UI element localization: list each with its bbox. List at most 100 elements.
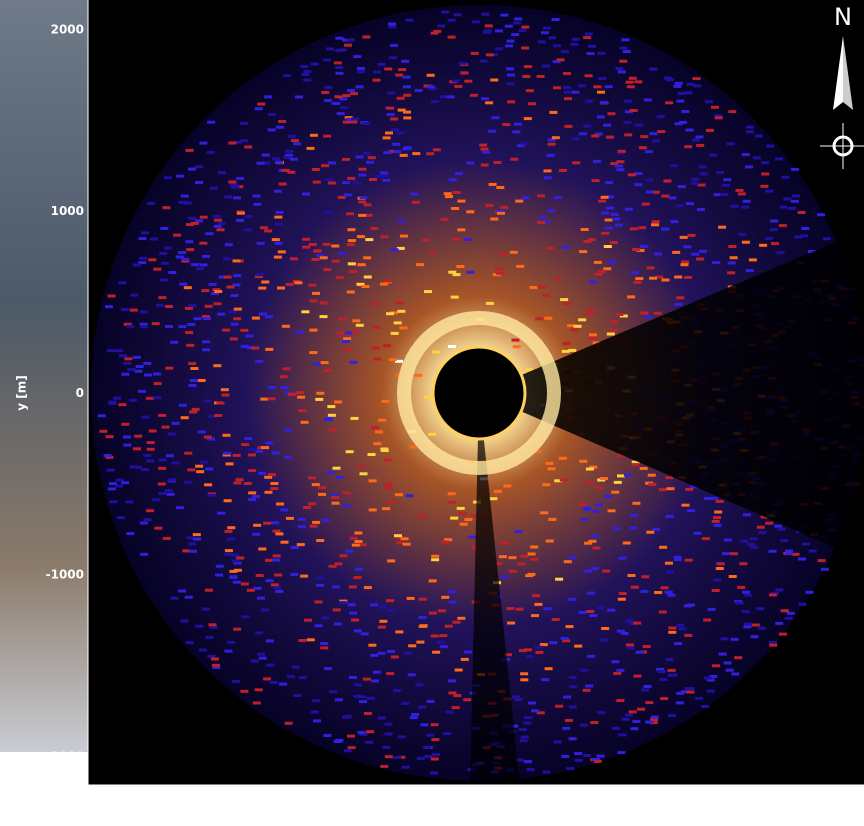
radar-speckle [208,623,217,627]
radar-speckle [178,325,187,329]
radar-speckle [421,238,430,242]
radar-speckle [746,130,754,134]
radar-speckle [647,473,656,477]
radar-speckle [202,340,211,344]
radar-speckle [610,212,619,216]
radar-speckle [333,740,342,743]
radar-speckle [699,249,707,253]
radar-speckle [297,395,306,399]
radar-speckle [765,189,774,193]
radar-shadow [470,393,520,785]
compass-arrow [833,36,843,110]
radar-speckle [188,167,196,171]
radar-speckle [153,267,162,271]
radar-speckle [518,29,527,33]
radar-speckle [224,243,233,247]
radar-speckle [180,619,189,623]
radar-speckle [166,492,175,496]
radar-speckle [229,183,238,187]
radar-speckle [327,471,336,475]
radar-speckle [634,80,643,84]
radar-speckle [355,155,364,159]
radar-speckle [397,219,406,223]
radar-speckle [563,560,572,564]
radar-speckle [232,259,241,263]
radar-speckle [487,129,496,133]
radar-speckle [267,128,276,132]
radar-speckle [496,186,505,189]
radar-speckle [229,337,238,341]
radar-speckle [742,199,751,203]
radar-speckle [603,494,612,498]
radar-speckle [756,525,765,529]
radar-speckle [274,241,283,245]
radar-speckle [728,245,737,248]
radar-speckle [646,530,655,534]
radar-speckle [715,567,724,570]
radar-speckle [261,446,269,450]
radar-speckle [323,134,332,138]
radar-speckle [699,172,708,176]
radar-speckle [418,597,427,601]
radar-speckle [656,115,665,119]
radar-speckle [206,150,215,154]
radar-speckle [185,331,194,335]
radar-speckle [401,59,410,63]
radar-speckle [345,450,354,454]
inner-ring [397,311,561,475]
radar-speckle [314,600,323,604]
x-tick-label: 0 [475,791,483,805]
radar-speckle [255,574,264,577]
radar-speckle [287,134,296,138]
radar-speckle [601,231,610,235]
radar-speckle [264,95,273,99]
radar-speckle [530,557,538,561]
radar-speckle [197,430,206,434]
radar-speckle [203,399,212,403]
radar-speckle [377,716,386,720]
radar-speckle [594,132,603,136]
radar-speckle [386,113,395,117]
radar-speckle [738,233,747,236]
radar-speckle [324,211,332,215]
radar-speckle [507,73,515,77]
radar-speckle [266,663,275,667]
radar-speckle [509,250,518,254]
radar-speckle [432,650,441,654]
radar-speckle [220,388,229,392]
radar-speckle [105,435,114,439]
radar-speckle [187,216,196,220]
radar-speckle [295,95,303,99]
radar-speckle [604,226,613,230]
radar-speckle [740,539,749,543]
radar-speckle [499,252,508,256]
radar-speckle [617,70,626,74]
radar-speckle [447,35,456,39]
radar-speckle [730,204,739,208]
radar-speckle [363,586,372,590]
radar-speckle [377,625,386,629]
radar-speckle [544,667,553,671]
radar-speckle [199,141,208,145]
radar-speckle [284,428,292,432]
radar-speckle [564,97,572,101]
radar-speckle [471,514,480,518]
radar-speckle [246,588,255,592]
radar-speckle [604,218,613,222]
radar-speckle [673,558,682,561]
radar-speckle [302,237,311,241]
radar-speckle [396,246,405,250]
radar-speckle [596,754,605,758]
radar-speckle [224,529,233,533]
radar-speckle [161,261,169,265]
radar-speckle [128,398,137,402]
radar-speckle [328,564,337,568]
radar-speckle [597,90,605,94]
radar-speckle [494,29,503,33]
radar-speckle [590,567,599,570]
radar-speckle [520,554,529,558]
radar-speckle [291,139,299,143]
x-tick-label: 2000 [824,791,857,805]
radar-speckle [431,558,440,562]
radar-speckle [631,271,640,275]
